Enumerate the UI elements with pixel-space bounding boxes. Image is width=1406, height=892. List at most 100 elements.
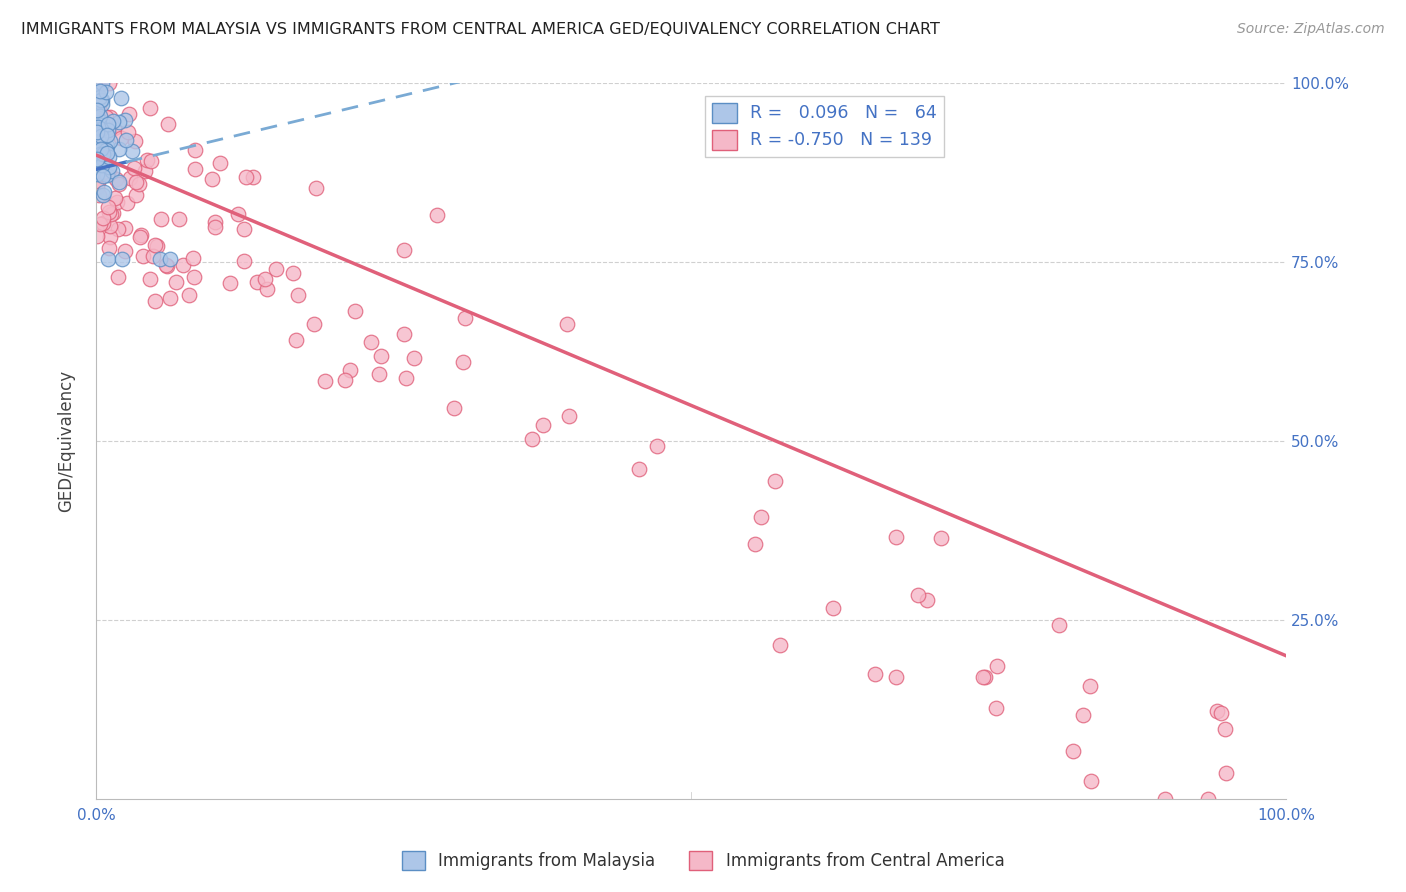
Point: [143, 237, 166, 252]
Point: [89, 136, 111, 150]
Point: [97, 123, 120, 137]
Point: [86, 125, 108, 139]
Text: IMMIGRANTS FROM MALAYSIA VS IMMIGRANTS FROM CENTRAL AMERICA GED/EQUIVALENCY CORR: IMMIGRANTS FROM MALAYSIA VS IMMIGRANTS F…: [21, 22, 941, 37]
Point: [96, 128, 118, 143]
Point: [103, 121, 125, 136]
Point: [156, 259, 179, 273]
Point: [90, 142, 112, 156]
Point: [98, 230, 121, 244]
Point: [87, 139, 110, 153]
Point: [769, 638, 792, 652]
Point: [90, 168, 112, 182]
Point: [91, 169, 114, 183]
Point: [129, 230, 152, 244]
Point: [87, 120, 110, 134]
Point: [94, 85, 117, 99]
Point: [122, 161, 145, 176]
Point: [107, 177, 129, 191]
Text: Source: ZipAtlas.com: Source: ZipAtlas.com: [1237, 22, 1385, 37]
Point: [97, 123, 120, 137]
Point: [204, 220, 226, 235]
Point: [98, 219, 121, 234]
Point: [142, 249, 165, 263]
Point: [91, 151, 114, 165]
Point: [93, 211, 115, 225]
Point: [97, 252, 120, 266]
Point: [89, 84, 111, 98]
Point: [159, 252, 181, 266]
Point: [150, 211, 173, 226]
Point: [104, 191, 127, 205]
Point: [118, 107, 141, 121]
Point: [89, 103, 111, 118]
Point: [246, 275, 269, 289]
Point: [97, 241, 120, 255]
Point: [90, 129, 112, 144]
Point: [108, 115, 131, 129]
Point: [287, 288, 309, 302]
Point: [242, 169, 264, 184]
Point: [93, 185, 115, 199]
Point: [108, 142, 131, 156]
Point: [233, 254, 256, 268]
Point: [1047, 618, 1070, 632]
Point: [281, 266, 304, 280]
Point: [86, 179, 108, 194]
Point: [121, 145, 143, 159]
Point: [89, 217, 111, 231]
Point: [749, 510, 772, 524]
Point: [929, 531, 952, 545]
Point: [98, 205, 121, 219]
Point: [105, 194, 128, 209]
Point: [1215, 766, 1237, 780]
Point: [91, 96, 114, 111]
Point: [114, 133, 136, 147]
Point: [86, 228, 108, 243]
Point: [235, 169, 257, 184]
Point: [1071, 707, 1094, 722]
Point: [98, 163, 121, 178]
Point: [96, 168, 118, 182]
Point: [118, 170, 141, 185]
Point: [90, 141, 112, 155]
Point: [284, 333, 307, 347]
Point: [87, 145, 110, 159]
Point: [89, 109, 111, 123]
Point: [645, 439, 668, 453]
Point: [986, 700, 1008, 714]
Point: [426, 209, 449, 223]
Point: [974, 670, 997, 684]
Point: [139, 272, 162, 286]
Point: [89, 91, 111, 105]
Point: [884, 531, 907, 545]
Point: [128, 178, 150, 192]
Legend: R =   0.096   N =   64, R = -0.750   N = 139: R = 0.096 N = 64, R = -0.750 N = 139: [706, 95, 943, 157]
Point: [114, 221, 136, 235]
Point: [100, 163, 122, 178]
Point: [89, 90, 111, 104]
Point: [302, 317, 325, 331]
Point: [314, 374, 336, 388]
Point: [139, 101, 162, 115]
Point: [1213, 722, 1236, 736]
Point: [141, 153, 163, 168]
Point: [339, 362, 361, 376]
Point: [1154, 791, 1177, 805]
Point: [531, 418, 554, 433]
Point: [335, 373, 357, 387]
Point: [226, 207, 249, 221]
Point: [256, 282, 278, 296]
Point: [1205, 704, 1227, 718]
Point: [86, 108, 108, 122]
Point: [93, 188, 115, 202]
Point: [986, 659, 1008, 673]
Point: [208, 155, 231, 169]
Point: [89, 118, 111, 132]
Point: [557, 318, 579, 332]
Point: [87, 162, 110, 177]
Point: [394, 243, 416, 257]
Point: [107, 175, 129, 189]
Point: [821, 600, 844, 615]
Point: [97, 200, 120, 214]
Point: [884, 670, 907, 684]
